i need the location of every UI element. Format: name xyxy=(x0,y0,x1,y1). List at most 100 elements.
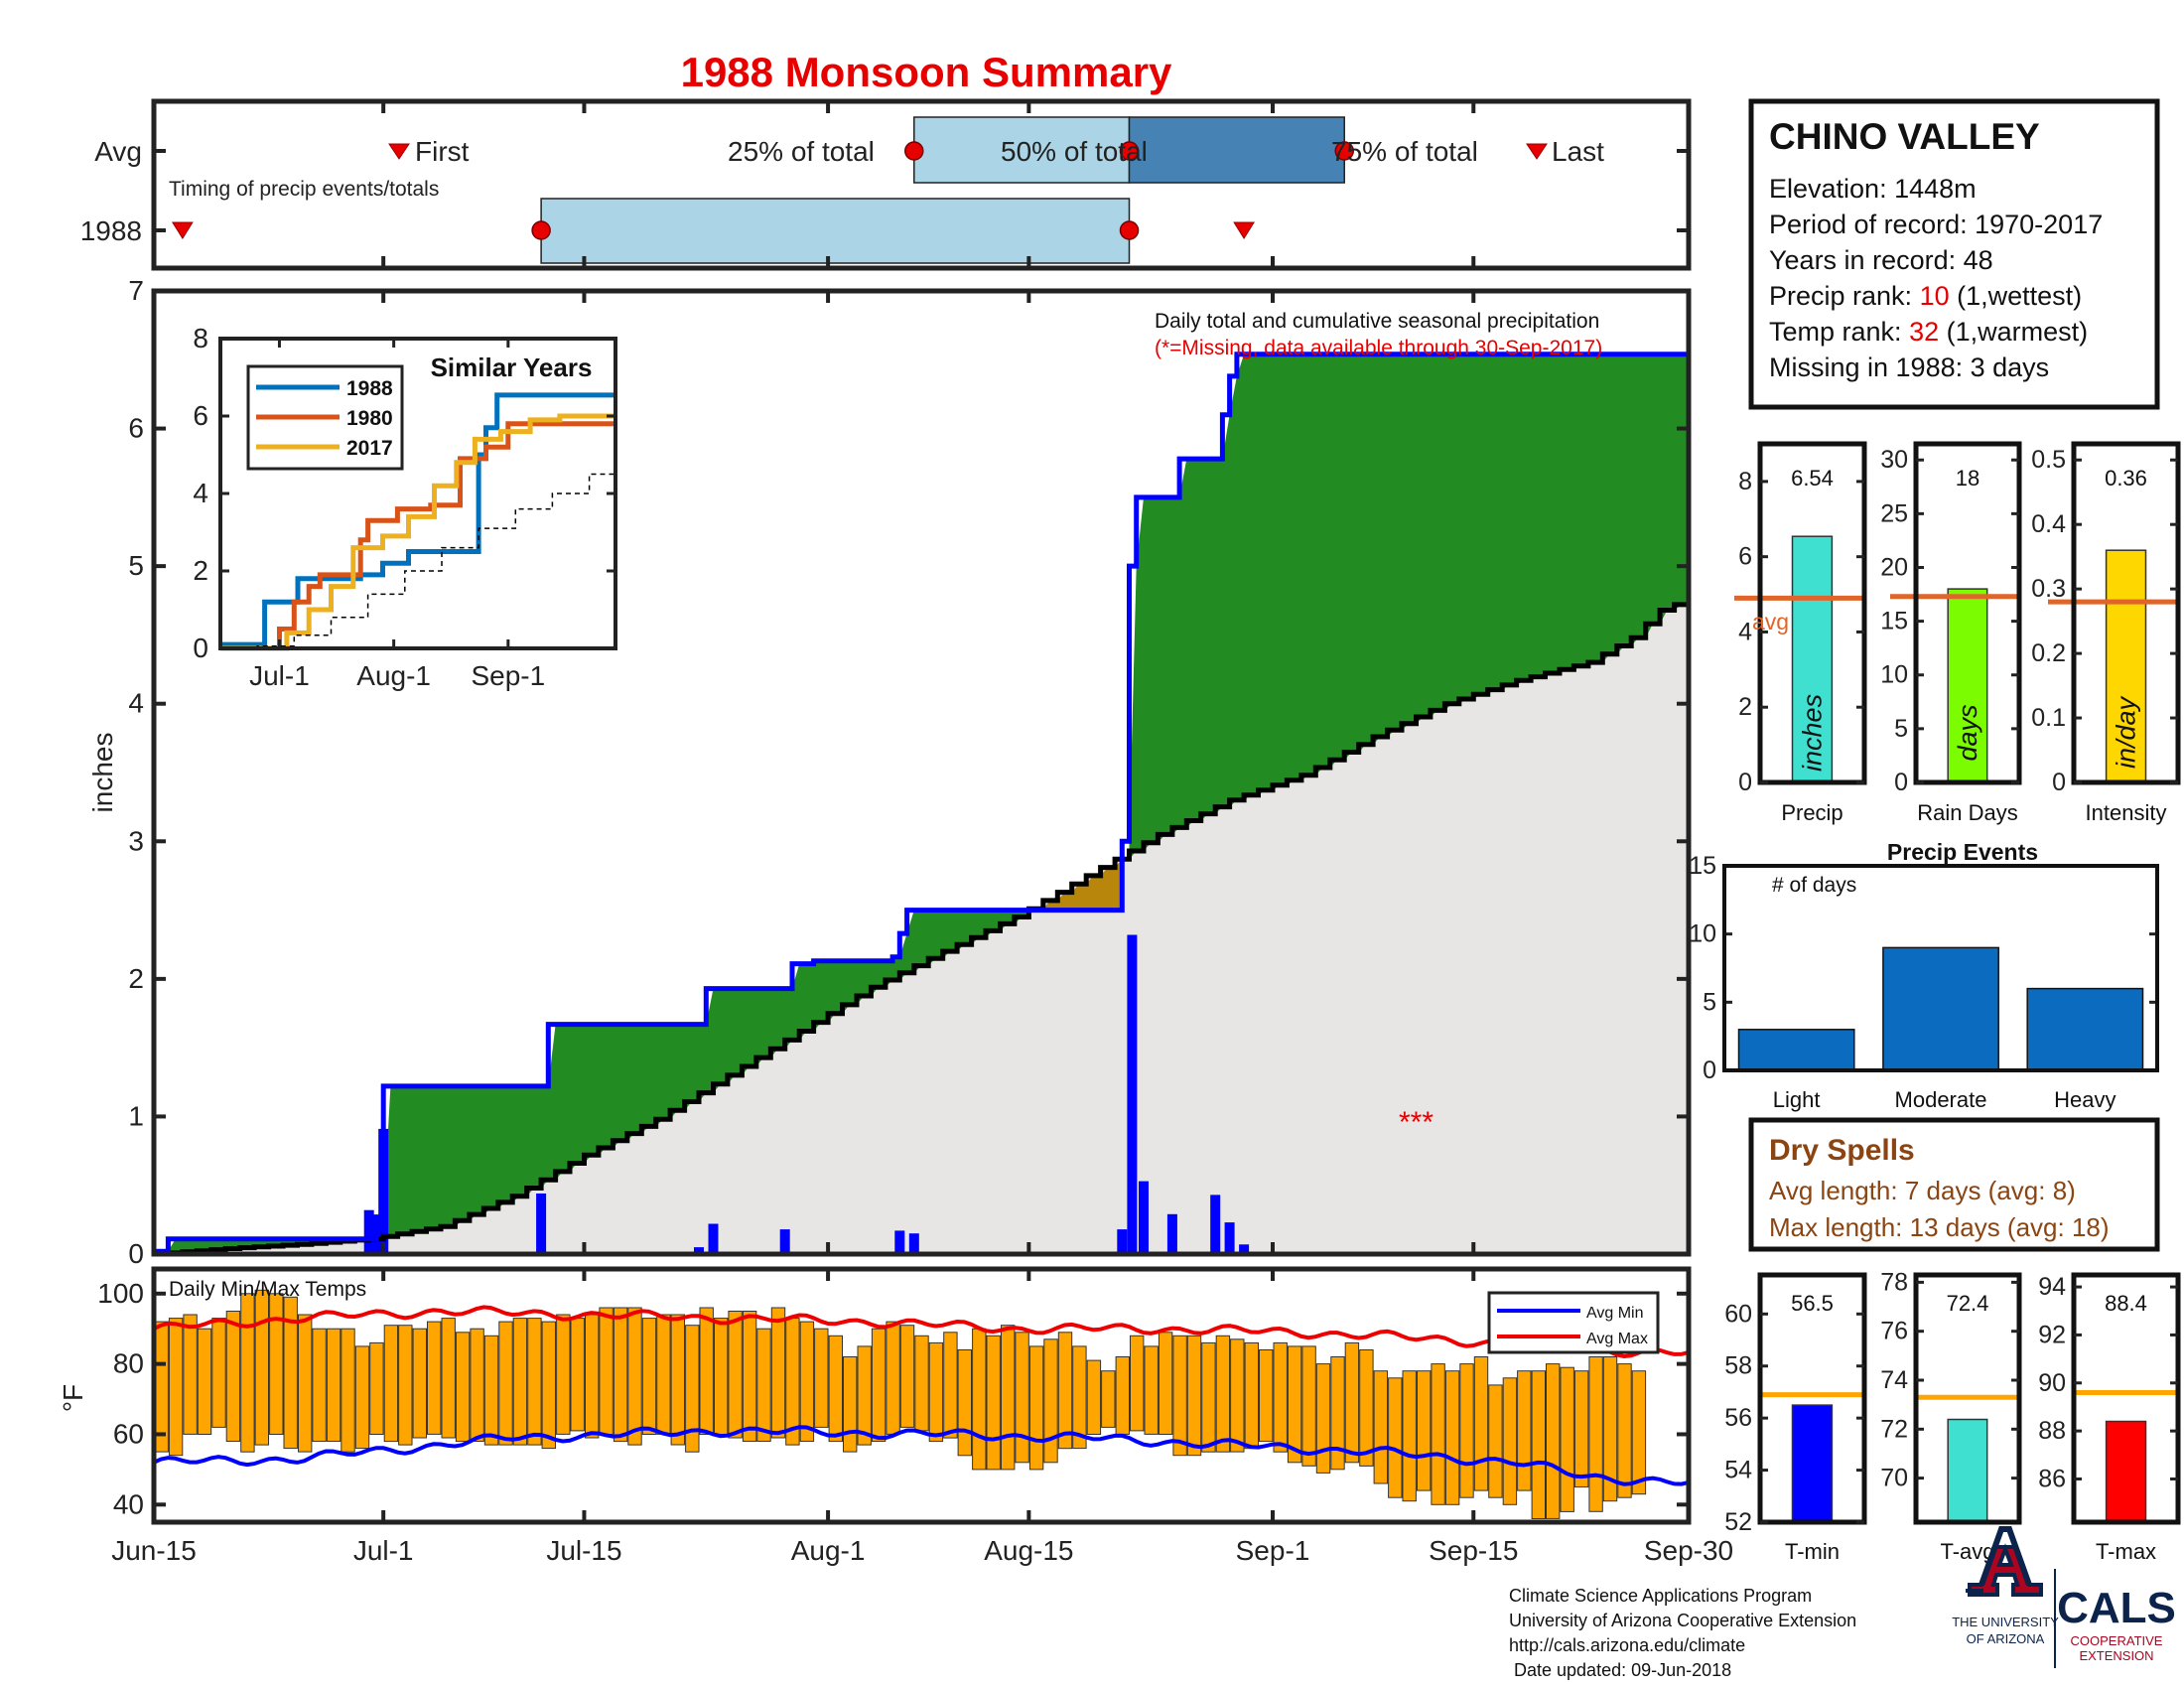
precip-rank-label: Precip rank: xyxy=(1769,281,1920,311)
temp-tick-layer: 40 60 80 100 xyxy=(97,1278,1689,1519)
footer-line-2: University of Arizona Cooperative Extens… xyxy=(1509,1611,1856,1630)
daily-temp-range-bar xyxy=(1517,1370,1532,1491)
summary-category-label: Rain Days xyxy=(1917,800,2017,825)
university-of-arizona-logo: THE UNIVERSITY OF ARIZONA CALS COOPERATI… xyxy=(1952,1526,2176,1668)
daily-temp-range-bar xyxy=(1373,1370,1388,1484)
temp-summary-ytick-label: 76 xyxy=(1880,1318,1908,1345)
timing-percentile-dot xyxy=(1119,220,1140,240)
station-missing: Missing in 1988: 3 days xyxy=(1769,352,2049,382)
summary-ytick-label: 0.2 xyxy=(2031,639,2066,667)
timing-caption: Timing of precip events/totals xyxy=(169,178,439,201)
daily-temp-range-bar xyxy=(1531,1370,1546,1519)
daily-temp-range-bar xyxy=(168,1318,184,1457)
date-tick-label: Jul-1 xyxy=(353,1535,414,1566)
inset-xtick-label: Jul-1 xyxy=(249,660,310,691)
precip-ytick-label: 1 xyxy=(128,1100,144,1131)
events-ytick-label: 15 xyxy=(1689,852,1716,880)
daily-temp-range-bar xyxy=(1057,1332,1073,1450)
daily-temp-range-bar xyxy=(627,1307,642,1446)
daily-temp-range-bar xyxy=(1502,1377,1518,1505)
temp-rank-suffix: (1,warmest) xyxy=(1939,317,2088,347)
daily-temp-range-bar xyxy=(369,1341,384,1436)
timing-event-triangle-icon xyxy=(1233,221,1255,239)
footer-line-4: Date updated: 09-Jun-2018 xyxy=(1509,1660,1731,1680)
daily-temp-range-bar xyxy=(1086,1359,1102,1435)
temp-rank-value: 32 xyxy=(1909,317,1939,347)
temp-summary-ytick-label: 70 xyxy=(1880,1465,1908,1492)
timing-percentile-dot xyxy=(531,220,551,240)
precip-ytick-label: 6 xyxy=(128,413,144,444)
precip-rank-value: 10 xyxy=(1920,281,1950,311)
temp-summary-bar-T-min xyxy=(1791,1404,1834,1523)
below-average-area xyxy=(154,599,1689,1254)
inset-xtick-label: Sep-1 xyxy=(471,660,545,691)
temp-summary-ytick-label: 92 xyxy=(2038,1321,2066,1348)
daily-temp-range-bar xyxy=(972,1328,987,1471)
daily-precip-bar xyxy=(1127,934,1138,1254)
events-bar-layer: Light Moderate Heavy 0 5 10 15 xyxy=(1689,852,2157,1112)
daily-precip-bar xyxy=(1117,1229,1128,1254)
timing-row-label-year: 1988 xyxy=(80,215,142,246)
summary-ytick-label: 0 xyxy=(1738,769,1752,796)
dry-spells-box: Dry Spells Avg length: 7 days (avg: 8) M… xyxy=(1748,1117,2160,1252)
daily-precip-bar xyxy=(708,1223,719,1254)
temp-summary-value-label: 56.5 xyxy=(1791,1291,1834,1316)
summary-unit-label: days xyxy=(1953,704,1982,761)
summary-panel-frame xyxy=(1913,441,2022,785)
ua-line-1: THE UNIVERSITY xyxy=(1952,1615,2059,1629)
avg-25-50-box xyxy=(913,116,1131,184)
daily-precip-bar xyxy=(1210,1195,1221,1254)
inset-legend-label-1988: 1988 xyxy=(346,377,393,400)
precip-rank-suffix: (1,wettest) xyxy=(1950,281,2083,311)
precip-panel: 0 1 2 3 4 5 6 7 inches Daily total and cumulati… xyxy=(87,275,1692,1269)
inset-series-line-1988 xyxy=(220,392,615,647)
daily-temp-range-bar xyxy=(599,1307,614,1435)
figure-title: 1988 Monsoon Summary xyxy=(681,49,1172,95)
timing-percentile-dot xyxy=(1119,141,1140,161)
summary-value-label: 6.54 xyxy=(1791,466,1834,491)
temp-summary-ytick-label: 58 xyxy=(1724,1352,1752,1380)
avg-max-temp-line xyxy=(153,1305,1690,1359)
summary-avg-label: avg xyxy=(1752,609,1789,634)
temp-summary-value-label: 72.4 xyxy=(1947,1291,1989,1316)
summary-ytick-label: 5 xyxy=(1894,715,1908,743)
temp-ytick-label: 100 xyxy=(97,1278,144,1309)
date-axis-ticks: Jun-15 Jul-1 Jul-15 Aug-1 Aug-15 Sep-1 Sep-15 S… xyxy=(111,101,1733,1566)
station-elevation: Elevation: 1448m xyxy=(1769,174,1977,204)
precip-event-bar-Moderate xyxy=(1882,946,1999,1071)
summary-ytick-label: 0.5 xyxy=(2031,446,2066,474)
daily-precip-bar xyxy=(894,1230,905,1254)
last-triangle-icon xyxy=(1526,143,1548,160)
avg-50-75-box xyxy=(1128,116,1345,184)
summary-ytick-label: 25 xyxy=(1880,499,1908,527)
temp-summary-ytick-label: 52 xyxy=(1724,1508,1752,1536)
temps-legend: Avg Min Avg Max xyxy=(1487,1291,1660,1354)
date-tick-label: Sep-15 xyxy=(1429,1535,1518,1566)
daily-temp-range-bar xyxy=(1028,1345,1044,1471)
temp-summary-category-label: T-min xyxy=(1785,1539,1840,1564)
daily-temp-range-bar xyxy=(541,1321,556,1450)
temps-title: Daily Min/Max Temps xyxy=(169,1278,366,1301)
temp-line-layer xyxy=(153,1305,1690,1486)
precip-event-category-label: Light xyxy=(1773,1087,1821,1112)
avg-min-temp-line xyxy=(153,1425,1690,1486)
timing-legend-first: First xyxy=(388,136,470,167)
above-average-area xyxy=(1129,353,1689,860)
daily-temp-range-bar xyxy=(1201,1341,1216,1453)
precip-events-frame xyxy=(1722,864,2159,1072)
daily-temp-range-bar xyxy=(312,1328,327,1442)
timing-percentile-dot xyxy=(904,141,924,161)
daily-temp-range-bar xyxy=(211,1318,226,1428)
summary-ytick-label: 15 xyxy=(1880,608,1908,635)
temp-summary-ytick-label: 56 xyxy=(1724,1404,1752,1432)
daily-temp-range-bar xyxy=(498,1321,513,1446)
temp-summary-panel-frame xyxy=(2071,1272,2181,1525)
temp-summary-ytick-label: 78 xyxy=(1880,1268,1908,1296)
date-tick-label: Sep-1 xyxy=(1236,1535,1310,1566)
daily-precip-bar xyxy=(363,1209,374,1254)
temp-summary-bar-T-max xyxy=(2105,1420,2147,1523)
daily-temp-range-bar xyxy=(685,1325,700,1453)
daily-temp-range-bar xyxy=(742,1311,757,1442)
timing-legend-last: Last xyxy=(1526,136,1604,167)
summary-value-label: 0.36 xyxy=(2105,466,2147,491)
